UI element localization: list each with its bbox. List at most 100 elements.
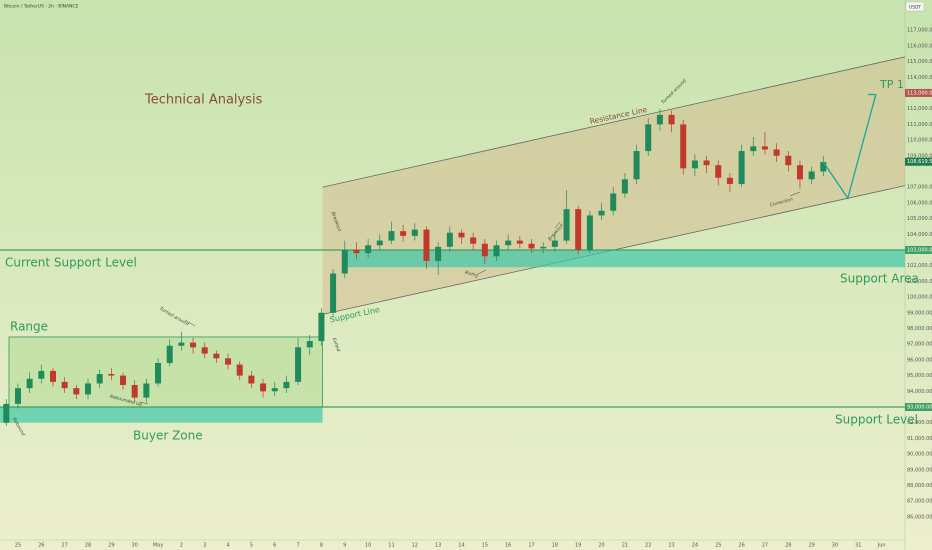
price-tag-label: 108,619.57 <box>907 159 932 165</box>
candle-body <box>750 146 757 152</box>
candle-body <box>411 229 418 236</box>
x-tick-label: 11 <box>388 543 394 549</box>
y-tick-label: 116,000.00 <box>907 43 932 49</box>
x-tick-label: 2 <box>180 543 183 549</box>
candle-body <box>190 342 197 348</box>
projection <box>822 94 877 200</box>
price-tag <box>905 88 932 97</box>
price-tag <box>905 403 932 412</box>
candle-body <box>703 160 710 166</box>
x-tick-label: 25 <box>15 543 21 549</box>
candle-body <box>143 383 150 398</box>
x-tick-label: 20 <box>598 543 604 549</box>
candle-body <box>493 245 500 257</box>
candle-body <box>3 403 10 423</box>
candle-body <box>120 375 127 386</box>
price-tag-label: 93,000.00 <box>907 405 932 411</box>
candle-body <box>295 347 302 382</box>
channel-line <box>322 56 906 188</box>
candle-body <box>201 347 208 354</box>
candle-body <box>96 374 103 384</box>
y-tick-label: 94,000.00 <box>907 389 932 395</box>
y-tick-label: 102,000.00 <box>907 263 932 269</box>
price-tag <box>905 157 932 166</box>
candle-body <box>225 358 232 365</box>
x-tick-label: 31 <box>855 543 861 549</box>
x-tick-label: 28 <box>85 543 91 549</box>
x-tick-label: 4 <box>226 543 229 549</box>
candle-body <box>341 249 348 274</box>
x-tick-label: 28 <box>785 543 791 549</box>
y-tick-label: 96,000.00 <box>907 357 932 363</box>
candle-body <box>49 370 56 382</box>
x-tick-label: 13 <box>435 543 441 549</box>
x-tick-label: 27 <box>762 543 768 549</box>
candle-body <box>738 151 745 185</box>
candle-body <box>446 232 453 247</box>
candle-body <box>563 209 570 241</box>
y-tick-label: 114,000.00 <box>907 75 932 81</box>
y-tick-label: 107,000.00 <box>907 185 932 191</box>
candle-body <box>516 240 523 244</box>
candle-body <box>365 245 372 254</box>
y-tick-label: 101,000.00 <box>907 279 932 285</box>
y-tick-label: 109,000.00 <box>907 153 932 159</box>
y-tick-label: 90,000.00 <box>907 452 932 458</box>
y-tick-label: 86,000.00 <box>907 514 932 520</box>
candle-body <box>680 124 687 169</box>
y-tick-label: 105,000.00 <box>907 216 932 222</box>
y-tick-label: 98,000.00 <box>907 326 932 332</box>
y-tick-label: 87,000.00 <box>907 499 932 505</box>
candle-body <box>166 345 173 364</box>
candle-body <box>796 165 803 180</box>
x-tick-label: 25 <box>715 543 721 549</box>
candle-body <box>598 210 605 216</box>
candle-body <box>108 374 115 376</box>
x-tick-label: 21 <box>622 543 628 549</box>
candle-body <box>691 160 698 169</box>
annotation: Support Area <box>840 272 919 286</box>
y-tick-label: 115,000.00 <box>907 59 932 65</box>
candle-body <box>773 149 780 156</box>
x-tick-label: 29 <box>108 543 114 549</box>
candle-body <box>633 151 640 180</box>
candle-body <box>353 249 360 254</box>
candle-body <box>820 162 827 172</box>
candle-body <box>318 312 325 342</box>
y-tick-label: 92,000.00 <box>907 420 932 426</box>
title: Technical Analysis <box>144 93 263 108</box>
candle-body <box>808 171 815 180</box>
x-tick-label: 5 <box>250 543 253 549</box>
candle-body <box>645 124 652 152</box>
x-tick-label: 10 <box>365 543 371 549</box>
candle-body <box>423 229 430 261</box>
candle-body <box>330 273 337 313</box>
candle-body <box>715 165 722 178</box>
candle-body <box>283 381 290 389</box>
x-tick-label: 6 <box>273 543 276 549</box>
candle-body <box>656 114 663 125</box>
candle-body <box>14 388 21 404</box>
x-tick-label: 30 <box>832 543 838 549</box>
price-tag-label: 103,000.00 <box>907 247 932 253</box>
candle-body <box>505 240 512 246</box>
candle-body <box>575 209 582 250</box>
y-tick-label: 106,000.00 <box>907 200 932 206</box>
candle-body <box>61 381 68 389</box>
candle-body <box>306 341 313 348</box>
y-tick-label: 117,000.00 <box>907 28 932 34</box>
x-tick-label: 17 <box>528 543 534 549</box>
candle-body <box>26 378 33 389</box>
x-tick-label: 9 <box>343 543 346 549</box>
price-tag <box>905 245 932 254</box>
annotation-arrows <box>139 191 801 405</box>
candle-body <box>271 388 278 392</box>
annotation: Correction <box>769 196 793 208</box>
x-tick-label: 26 <box>738 543 744 549</box>
candle-body <box>586 215 593 250</box>
x-tick-label: 22 <box>645 543 651 549</box>
annotation: Buyer Zone <box>133 429 203 443</box>
candle-body <box>388 231 395 241</box>
annotation: Exited <box>331 337 342 352</box>
